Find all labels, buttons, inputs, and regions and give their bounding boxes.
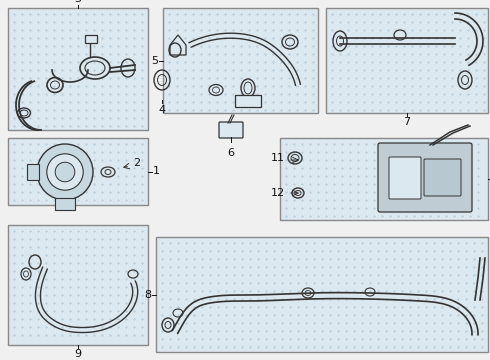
Ellipse shape xyxy=(241,79,255,97)
Bar xyxy=(280,138,488,220)
Text: 12: 12 xyxy=(271,188,285,198)
Text: 2: 2 xyxy=(133,158,140,168)
Circle shape xyxy=(37,144,93,200)
Bar xyxy=(85,35,97,43)
Text: 4: 4 xyxy=(158,105,166,115)
FancyBboxPatch shape xyxy=(424,159,461,196)
Text: 9: 9 xyxy=(74,349,81,359)
Bar xyxy=(326,8,488,113)
Ellipse shape xyxy=(101,167,115,177)
Text: 8: 8 xyxy=(144,289,151,300)
Bar xyxy=(8,138,148,205)
Bar xyxy=(235,95,261,107)
FancyBboxPatch shape xyxy=(378,143,472,212)
Text: 1: 1 xyxy=(153,166,160,176)
Text: 3: 3 xyxy=(74,0,81,4)
Circle shape xyxy=(47,154,83,190)
Bar xyxy=(55,198,75,210)
Text: 11: 11 xyxy=(271,153,285,163)
Bar xyxy=(8,225,148,345)
Bar xyxy=(27,164,39,180)
Bar xyxy=(156,237,488,352)
Text: 6: 6 xyxy=(227,148,235,158)
Text: 7: 7 xyxy=(403,117,411,127)
Bar xyxy=(163,8,318,113)
FancyBboxPatch shape xyxy=(389,157,421,199)
FancyBboxPatch shape xyxy=(219,122,243,138)
Bar xyxy=(8,8,148,130)
Text: 5: 5 xyxy=(151,55,158,66)
Polygon shape xyxy=(170,35,186,55)
Circle shape xyxy=(55,162,75,182)
